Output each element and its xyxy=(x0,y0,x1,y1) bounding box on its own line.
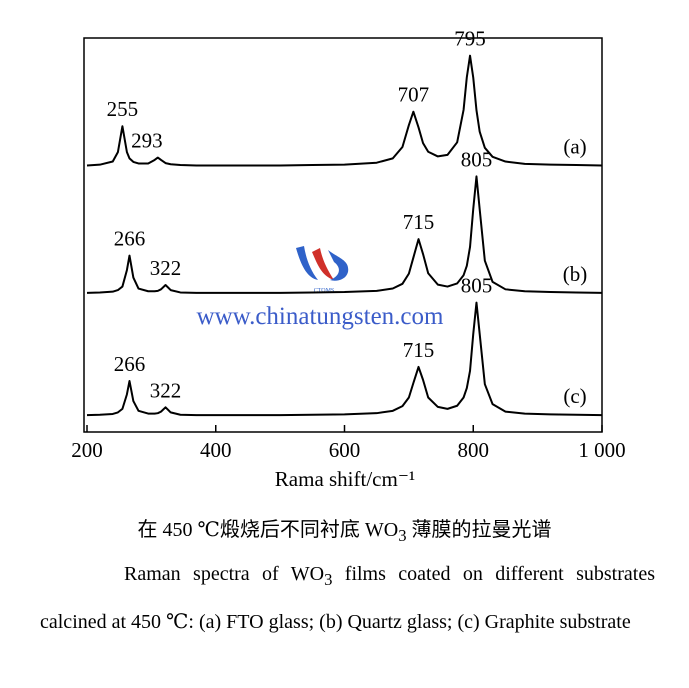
peak-label: 805 xyxy=(461,147,493,171)
peak-label: 266 xyxy=(114,352,146,376)
caption-text: 在 450 ℃煅烧后不同衬底 WO xyxy=(137,519,399,541)
x-tick-label: 800 xyxy=(458,438,490,462)
series-label: (b) xyxy=(563,262,588,286)
peak-label: 322 xyxy=(150,256,182,280)
peak-label: 255 xyxy=(107,97,139,121)
peak-label: 707 xyxy=(398,83,430,107)
peak-label: 715 xyxy=(403,210,435,234)
x-tick-label: 600 xyxy=(329,438,361,462)
series-label: (a) xyxy=(563,134,586,158)
plot-frame xyxy=(83,37,603,433)
caption-en: Raman spectra of WO3 films coated on dif… xyxy=(40,553,655,643)
caption-text: Raman spectra of WO xyxy=(124,563,325,585)
peak-label: 322 xyxy=(150,378,182,402)
peak-label: 805 xyxy=(461,274,493,298)
spectrum-line xyxy=(86,175,603,294)
series-label: (c) xyxy=(563,384,586,408)
caption-subscript: 3 xyxy=(324,570,333,589)
logo-text: CTOMS xyxy=(314,288,335,294)
x-tick-label: 200 xyxy=(71,438,103,462)
logo xyxy=(296,246,349,281)
peak-label: 266 xyxy=(114,227,146,251)
spectrum-line xyxy=(86,301,603,417)
peak-label: 795 xyxy=(454,27,486,51)
x-axis-label: Rama shift/cm⁻¹ xyxy=(275,467,415,491)
caption-subscript: 3 xyxy=(398,526,407,545)
spectrum-line xyxy=(86,54,603,167)
x-tick-label: 400 xyxy=(200,438,232,462)
peak-label: 293 xyxy=(131,129,163,153)
watermark: www.chinatungsten.com xyxy=(197,303,444,330)
x-tick-label: 1 000 xyxy=(578,438,625,462)
caption-text: 薄膜的拉曼光谱 xyxy=(406,519,552,541)
chart: CTOMS Rama shift/cm⁻¹ 200 400 600 800 1 000 (… xyxy=(71,27,625,491)
caption-text: films coated on different substrates cal… xyxy=(40,563,655,633)
peak-label: 715 xyxy=(403,338,435,362)
caption-zh: 在 450 ℃煅烧后不同衬底 WO3 薄膜的拉曼光谱 xyxy=(0,510,689,556)
